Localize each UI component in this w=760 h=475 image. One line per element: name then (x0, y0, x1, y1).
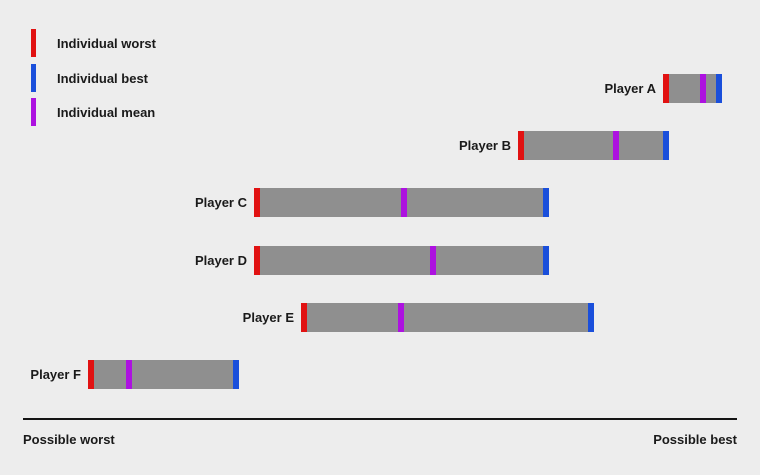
range-bar (257, 246, 545, 275)
player-row-b: Player B (0, 131, 760, 160)
row-label: Player F (30, 367, 81, 382)
legend-entry-best: Individual best (31, 64, 148, 92)
range-bar (666, 74, 720, 103)
axis-line (23, 418, 737, 420)
best-marker (543, 188, 549, 217)
axis-label-possible-best: Possible best (653, 432, 737, 447)
best-marker-swatch (31, 64, 36, 92)
row-label: Player B (458, 138, 511, 153)
mean-marker (613, 131, 619, 160)
best-marker (543, 246, 549, 275)
range-bar (304, 303, 591, 332)
player-row-e: Player E (0, 303, 760, 332)
player-row-c: Player C (0, 188, 760, 217)
legend-label-mean: Individual mean (57, 104, 156, 120)
legend-label-worst: Individual worst (57, 35, 156, 51)
worst-marker-swatch (31, 29, 36, 57)
row-label: Player C (194, 195, 247, 210)
worst-marker (88, 360, 94, 389)
row-label: Player D (194, 253, 247, 268)
worst-marker (301, 303, 307, 332)
worst-marker (254, 246, 260, 275)
worst-marker (254, 188, 260, 217)
player-row-a: Player A (0, 74, 760, 103)
worst-marker (518, 131, 524, 160)
mean-marker (126, 360, 132, 389)
best-marker (588, 303, 594, 332)
mean-marker-swatch (31, 98, 36, 126)
best-marker (233, 360, 239, 389)
legend-label-best: Individual best (57, 70, 149, 86)
player-row-d: Player D (0, 246, 760, 275)
range-bar (91, 360, 236, 389)
mean-marker (430, 246, 436, 275)
row-label: Player A (604, 81, 656, 96)
axis-label-possible-worst: Possible worst (23, 432, 115, 447)
legend-entry-mean: Individual mean (31, 98, 155, 126)
mean-marker (401, 188, 407, 217)
legend-entry-worst: Individual worst (31, 29, 156, 57)
player-row-f: Player F (0, 360, 760, 389)
mean-marker (398, 303, 404, 332)
best-marker (663, 131, 669, 160)
worst-marker (663, 74, 669, 103)
best-marker (716, 74, 722, 103)
range-bar (521, 131, 666, 160)
mean-marker (700, 74, 706, 103)
row-label: Player E (242, 310, 294, 325)
